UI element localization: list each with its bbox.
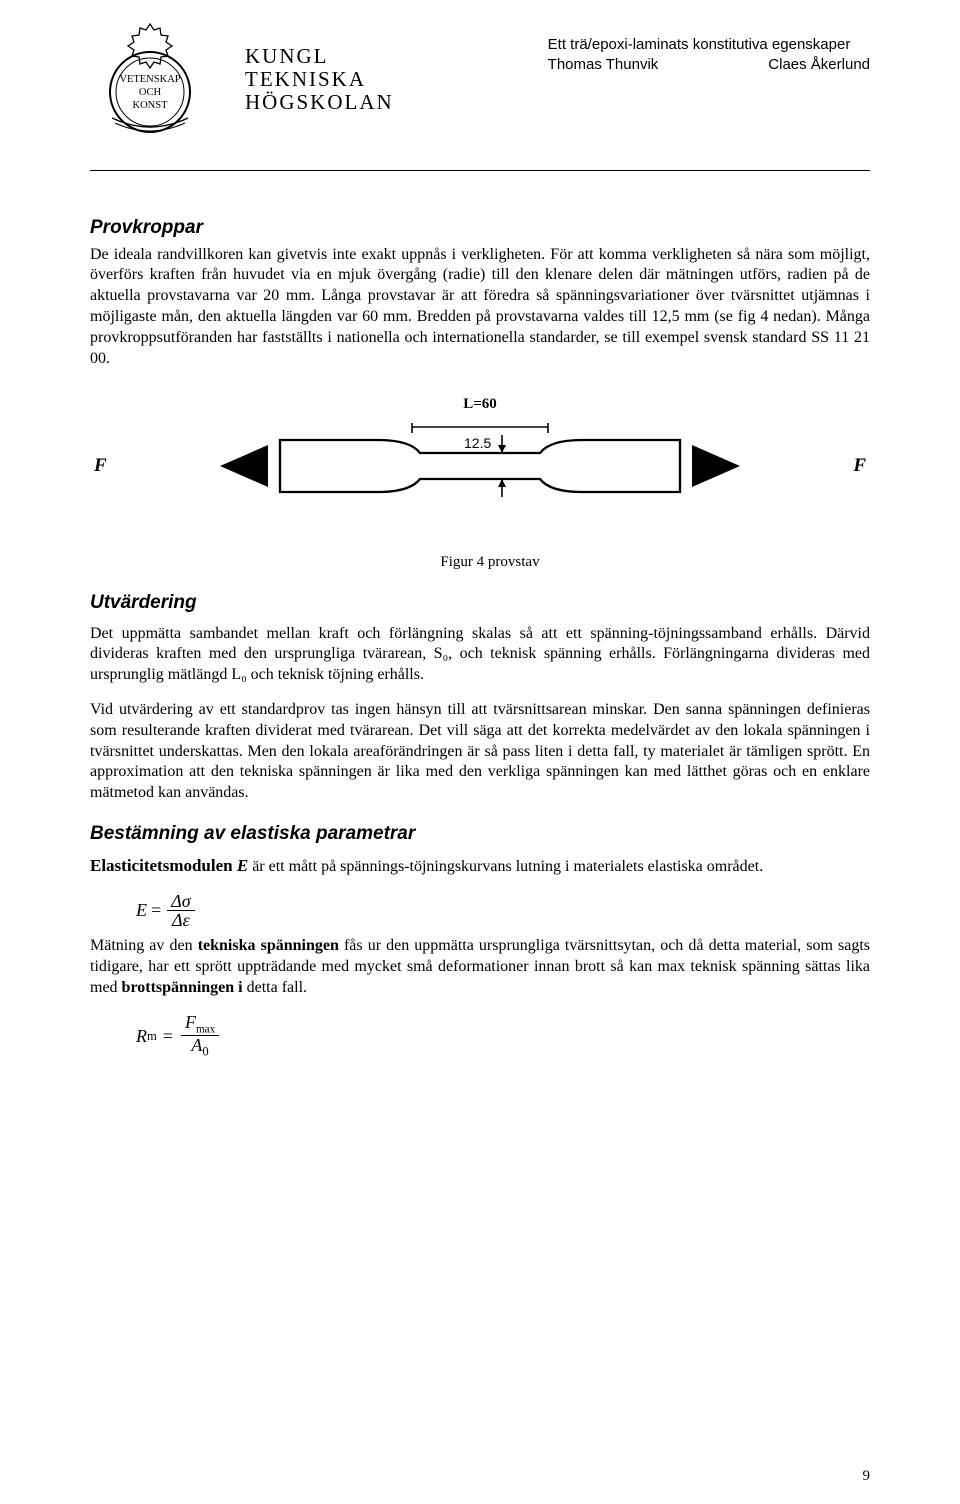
- emblem-icon: VETENSKAP OCH KONST: [90, 20, 210, 140]
- figure-L-label: L=60: [90, 395, 870, 415]
- arrow-right-icon: [692, 445, 740, 487]
- page-number: 9: [863, 1467, 871, 1487]
- figure-caption: Figur 4 provstav: [390, 553, 590, 573]
- figure-specimen: L=60 F 12.5 F: [90, 395, 870, 535]
- specimen-svg: 12.5: [220, 421, 740, 511]
- svg-text:VETENSKAP: VETENSKAP: [119, 74, 180, 85]
- school-name: KUNGL TEKNISKA HÖGSKOLAN: [245, 45, 394, 114]
- para-utv-2: Vid utvärdering av ett standardprov tas …: [90, 700, 870, 804]
- school-line3: HÖGSKOLAN: [245, 91, 394, 114]
- svg-text:KONST: KONST: [132, 100, 168, 111]
- para-elastic-2: Mätning av den tekniska spänningen fås u…: [90, 936, 870, 998]
- author-2: Claes Åkerlund: [768, 55, 870, 75]
- kth-emblem: VETENSKAP OCH KONST: [90, 20, 210, 140]
- para-provkroppar: De ideala randvillkoren kan givetvis int…: [90, 245, 870, 370]
- force-label-left: F: [94, 454, 107, 479]
- equation-Rm: Rm = Fmax A0: [136, 1013, 870, 1060]
- doc-title: Ett trä/epoxi-laminats konstitutiva egen…: [548, 35, 870, 55]
- figure-width-label: 12.5: [464, 435, 491, 451]
- section-title-bestamning: Bestämning av elastiska parametrar: [90, 822, 870, 847]
- para-elastic-1: Elasticitetsmodulen E är ett mått på spä…: [90, 855, 870, 878]
- school-line1: KUNGL: [245, 45, 394, 68]
- svg-text:OCH: OCH: [139, 87, 162, 98]
- section-title-utvardering: Utvärdering: [90, 591, 870, 616]
- force-label-right: F: [853, 454, 866, 479]
- author-1: Thomas Thunvik: [548, 55, 659, 75]
- para-utv-1: Det uppmätta sambandet mellan kraft och …: [90, 624, 870, 686]
- arrow-left-icon: [220, 445, 268, 487]
- school-line2: TEKNISKA: [245, 68, 394, 91]
- section-title-provkroppar: Provkroppar: [90, 216, 870, 241]
- equation-E: E = Δσ Δε: [136, 892, 870, 931]
- page-header: VETENSKAP OCH KONST KUNGL TEKNISKA HÖGSK…: [90, 20, 870, 140]
- header-rule: [90, 170, 870, 171]
- header-doc-info: Ett trä/epoxi-laminats konstitutiva egen…: [548, 35, 870, 74]
